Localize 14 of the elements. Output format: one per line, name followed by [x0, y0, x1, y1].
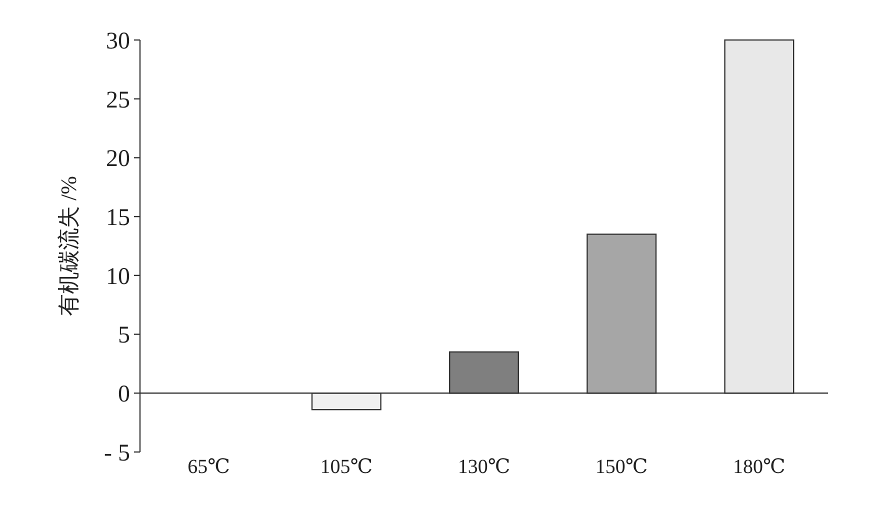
y-tick-label: 10	[106, 264, 130, 290]
y-tick-label: 15	[106, 204, 130, 231]
y-tick-label: 0	[118, 382, 130, 408]
y-tick-label: 30	[106, 28, 130, 54]
x-tick-label: 65℃	[188, 456, 230, 478]
x-tick-label: 180℃	[733, 456, 786, 478]
y-tick-label: 5	[118, 322, 130, 349]
y-axis-title: 有机碳流失 /%	[56, 176, 81, 316]
x-tick-label: 150℃	[595, 456, 648, 478]
y-tick-label: 25	[106, 87, 130, 114]
x-tick-label: 105℃	[320, 456, 373, 478]
y-tick-label: - 5	[104, 440, 130, 466]
y-tick-label: 20	[106, 146, 130, 172]
x-tick-label: 130℃	[458, 456, 510, 478]
